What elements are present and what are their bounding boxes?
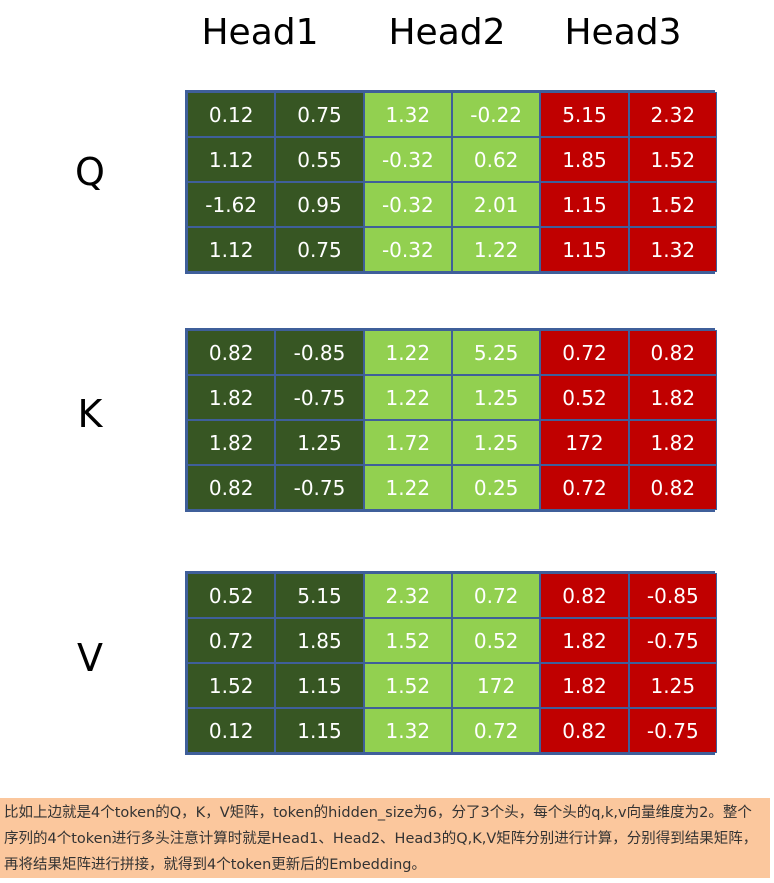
k-matrix: 0.82 -0.85 1.22 5.25 0.72 0.82 1.82 -0.75 1.22 1.… (185, 328, 717, 512)
matrix-cell: 1.82 (628, 375, 717, 420)
matrix-cell: 1.85 (540, 137, 629, 182)
matrix-cell: 172 (451, 663, 541, 708)
matrix-cell: -0.75 (275, 375, 364, 420)
matrix-cell: 0.82 (540, 573, 629, 618)
matrix-cell: 1.52 (187, 663, 276, 708)
matrix-cell: 1.85 (275, 618, 364, 663)
matrix-cell: 5.25 (451, 330, 541, 375)
matrix-cell: 0.52 (187, 573, 276, 618)
v-matrix: 0.52 5.15 2.32 0.72 0.82 -0.85 0.72 1.85 1.52 0.5… (185, 571, 717, 755)
matrix-cell: 0.82 (187, 330, 276, 375)
matrix-cell: 0.72 (451, 573, 541, 618)
matrix-cell: 1.52 (363, 618, 452, 663)
matrix-cell: 5.15 (275, 573, 364, 618)
matrix-cell: 2.01 (451, 182, 541, 227)
matrix-cell: 1.82 (628, 420, 717, 465)
matrix-cell: 1.82 (540, 663, 629, 708)
matrix-cell: 1.52 (628, 182, 717, 227)
matrix-cell: -0.75 (628, 618, 717, 663)
matrix-cell: 172 (540, 420, 629, 465)
matrix-cell: 1.15 (540, 227, 629, 272)
matrix-cell: 1.15 (540, 182, 629, 227)
matrix-cell: 0.62 (451, 137, 541, 182)
matrix-cell: 0.75 (275, 227, 364, 272)
matrix-cell: 0.72 (540, 330, 629, 375)
matrix-cell: 1.15 (275, 663, 364, 708)
matrix-cell: 1.25 (275, 420, 364, 465)
matrix-cell: 1.12 (187, 137, 276, 182)
head3-title: Head3 (564, 12, 682, 53)
matrix-cell: -0.32 (363, 137, 452, 182)
matrix-cell: 0.52 (451, 618, 541, 663)
matrix-cell: -0.75 (275, 465, 364, 510)
matrix-cell: 0.72 (187, 618, 276, 663)
matrix-cell: 1.22 (363, 330, 452, 375)
matrix-cell: 0.75 (275, 92, 364, 137)
matrix-cell: 0.82 (628, 465, 717, 510)
matrix-cell: 0.25 (451, 465, 541, 510)
matrix-cell: 5.15 (540, 92, 629, 137)
matrix-cell: 1.12 (187, 227, 276, 272)
matrix-cell: -0.75 (628, 708, 717, 753)
matrix-cell: -0.85 (275, 330, 364, 375)
q-matrix: 0.12 0.75 1.32 -0.22 5.15 2.32 1.12 0.55 -0.32 0.… (185, 90, 717, 274)
head2-title: Head2 (388, 12, 506, 53)
matrix-cell: 0.95 (275, 182, 364, 227)
matrix-cell: -1.62 (187, 182, 276, 227)
matrix-cell: 0.82 (628, 330, 717, 375)
matrix-cell: 2.32 (363, 573, 452, 618)
matrix-cell: 1.72 (363, 420, 452, 465)
matrix-cell: 1.22 (363, 465, 452, 510)
matrix-cell: 0.82 (540, 708, 629, 753)
matrix-cell: -0.85 (628, 573, 717, 618)
matrix-cell: -0.22 (451, 92, 541, 137)
matrix-cell: 0.12 (187, 92, 276, 137)
matrix-cell: 0.55 (275, 137, 364, 182)
matrix-cell: 0.12 (187, 708, 276, 753)
matrix-cell: 1.32 (363, 708, 452, 753)
v-label: V (77, 636, 103, 680)
description-note: 比如上边就是4个token的Q，K，V矩阵，token的hidden_size为… (0, 798, 770, 878)
matrix-cell: 0.82 (187, 465, 276, 510)
q-label: Q (75, 150, 105, 194)
matrix-cell: 1.82 (540, 618, 629, 663)
matrix-cell: 1.15 (275, 708, 364, 753)
matrix-cell: 1.52 (363, 663, 452, 708)
matrix-cell: 1.32 (628, 227, 717, 272)
matrix-cell: 1.22 (363, 375, 452, 420)
matrix-cell: 1.25 (628, 663, 717, 708)
matrix-cell: 1.82 (187, 375, 276, 420)
k-label: K (77, 392, 103, 436)
head1-title: Head1 (201, 12, 319, 53)
matrix-cell: 0.72 (451, 708, 541, 753)
matrix-cell: 1.32 (363, 92, 452, 137)
matrix-cell: 0.72 (540, 465, 629, 510)
matrix-cell: 1.52 (628, 137, 717, 182)
matrix-cell: 1.82 (187, 420, 276, 465)
matrix-cell: 1.25 (451, 420, 541, 465)
matrix-cell: -0.32 (363, 227, 452, 272)
matrix-cell: 1.22 (451, 227, 541, 272)
matrix-cell: 1.25 (451, 375, 541, 420)
matrix-cell: 2.32 (628, 92, 717, 137)
matrix-cell: 0.52 (540, 375, 629, 420)
matrix-cell: -0.32 (363, 182, 452, 227)
